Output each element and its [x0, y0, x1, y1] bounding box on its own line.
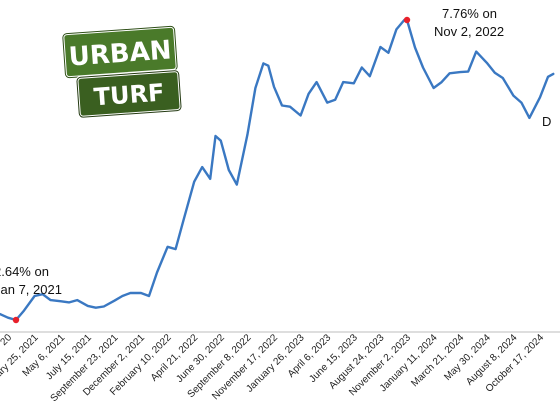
- urbanturf-logo: URBAN TURF: [61, 24, 183, 119]
- max-marker: [403, 16, 411, 24]
- annotation-min-line2: Jan 7, 2021: [0, 282, 62, 297]
- logo-text-urban: URBAN: [68, 35, 173, 72]
- min-marker: [12, 316, 20, 324]
- series-line: [0, 18, 555, 322]
- annotation-partial: D: [542, 114, 551, 129]
- annotation-max-line2: Nov 2, 2022: [434, 24, 504, 39]
- x-tick-label-0: 20: [0, 332, 14, 348]
- annotation-min-line1: 2.64% on: [0, 264, 49, 279]
- annotation-max-line1: 7.76% on: [442, 6, 497, 21]
- logo-text-turf: TURF: [93, 78, 166, 111]
